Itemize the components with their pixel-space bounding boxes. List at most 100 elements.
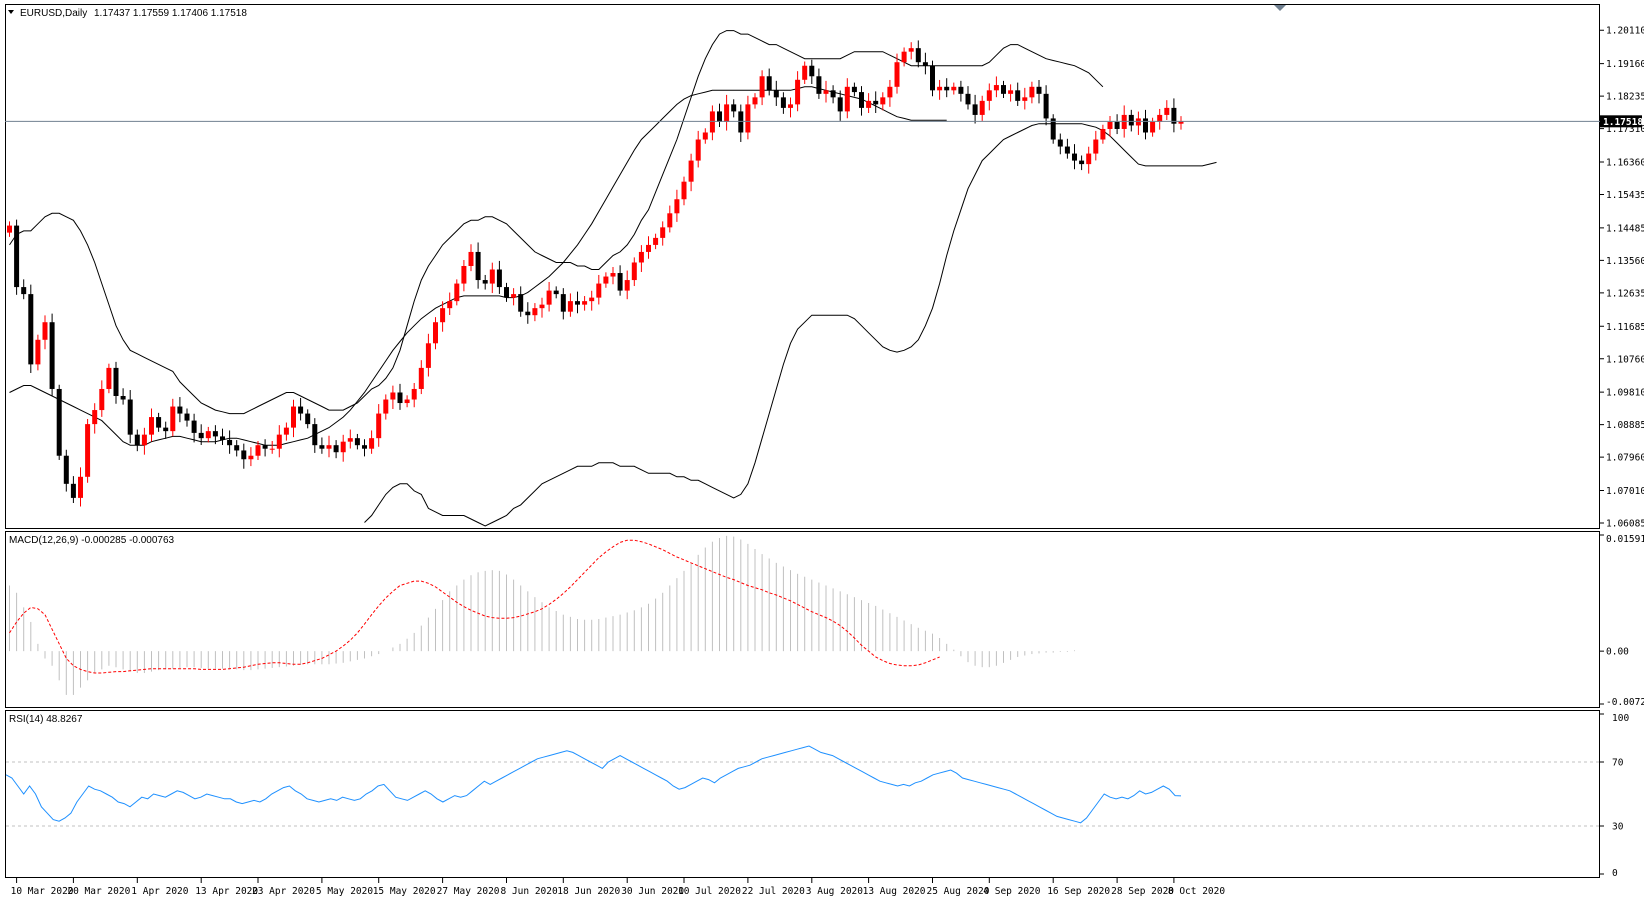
candle-bull	[511, 294, 517, 298]
candle-bull	[937, 86, 943, 91]
price-tick-label: 1.18235	[1606, 92, 1644, 103]
candle-bull	[844, 86, 850, 112]
candle-bear	[184, 413, 190, 421]
candle-bear	[56, 388, 62, 456]
candle-bear	[220, 436, 225, 440]
price-tick-label: 1.07010	[1606, 486, 1644, 497]
candle-bear	[773, 90, 779, 98]
candle-bull	[170, 406, 176, 432]
candle-bull	[42, 322, 48, 340]
candle-bear	[198, 432, 204, 439]
candle-bull	[461, 266, 467, 284]
candle-bull	[546, 290, 552, 305]
candle-bull	[986, 90, 992, 101]
rsi-tick-label: 0	[1612, 868, 1618, 879]
candle-bull	[99, 388, 105, 411]
candle-bear	[397, 392, 403, 404]
candle-bull	[646, 244, 651, 252]
candle-bear	[475, 251, 481, 281]
candle-bear	[972, 104, 978, 115]
candle-bear	[63, 455, 69, 484]
candle-bear	[1036, 86, 1042, 94]
candle-bear	[830, 90, 836, 98]
candle-bull	[702, 132, 708, 140]
candle-bull	[887, 86, 893, 98]
rsi-tick-label: 100	[1612, 713, 1629, 724]
chart-symbol: EURUSD,Daily	[20, 8, 87, 19]
candle-bear	[944, 86, 950, 91]
candle-bear	[1043, 93, 1049, 119]
candle-bear	[1079, 160, 1085, 165]
candle-bear	[163, 427, 169, 432]
price-tick-label: 1.07960	[1606, 453, 1644, 464]
price-tick-label: 1.06085	[1606, 519, 1644, 530]
macd-signal-line	[9, 539, 940, 674]
candle-bear	[518, 294, 524, 312]
price-tick-label: 1.12635	[1606, 288, 1644, 299]
candle-bull	[667, 213, 673, 228]
candle-bull	[1107, 121, 1113, 129]
candle-bull	[1008, 90, 1014, 94]
candle-bull	[390, 392, 396, 400]
candle-bear	[575, 301, 580, 305]
candle-bull	[248, 455, 254, 460]
candle-bull	[1164, 107, 1170, 115]
rsi-plot	[5, 745, 1182, 824]
candle-bull	[653, 237, 659, 245]
macd-tick-label: 0.00	[1606, 647, 1629, 658]
price-tick-label: 1.10760	[1606, 354, 1644, 365]
candle-bull	[383, 399, 389, 414]
time-tick-label: 13 Aug 2020	[863, 886, 926, 897]
candle-bull	[688, 160, 694, 182]
candle-bull	[418, 367, 424, 389]
price-tick-label: 1.15435	[1606, 190, 1644, 201]
current-price-label: 1.17518	[1603, 117, 1643, 128]
macd-plot	[9, 535, 1075, 695]
candle-bull	[596, 283, 602, 298]
candles	[7, 40, 1184, 507]
candle-bull	[92, 410, 98, 425]
rsi-axis: 100 70 30 0	[6, 713, 1629, 879]
candle-bull	[447, 301, 453, 309]
rsi-tick-label: 70	[1612, 758, 1624, 769]
current-price-tag	[1600, 115, 1642, 128]
candle-bull	[709, 111, 715, 133]
candle-bull	[1121, 114, 1127, 129]
price-tick-label: 1.14485	[1606, 223, 1644, 234]
candle-bull	[660, 227, 666, 238]
candle-bear	[1050, 118, 1056, 140]
time-tick-label: 15 May 2020	[373, 886, 436, 897]
price-pane-frame	[5, 4, 1600, 529]
candle-bull	[1178, 121, 1184, 124]
rsi-title: RSI(14) 48.8267	[9, 714, 83, 725]
candle-bull	[674, 199, 680, 214]
candle-bear	[1001, 85, 1006, 94]
candle-bull	[1135, 118, 1141, 126]
candle-bear	[305, 413, 311, 425]
time-tick-label: 13 Apr 2020	[195, 886, 258, 897]
price-tick-label: 1.17310	[1606, 124, 1644, 135]
candle-bull	[369, 438, 375, 449]
chart-ohlc: 1.17437 1.17559 1.17406 1.17518	[94, 8, 247, 19]
candle-bear	[859, 92, 864, 108]
chart-shift-marker[interactable]	[1274, 5, 1286, 11]
price-tick-label: 1.08885	[1606, 420, 1644, 431]
candle-bear	[362, 445, 367, 449]
candle-bull	[624, 280, 630, 291]
candle-bear	[1114, 121, 1120, 129]
price-tick-label: 1.13560	[1606, 256, 1644, 267]
candle-bull	[269, 448, 275, 450]
menu-triangle-icon[interactable]	[8, 10, 14, 14]
candle-bull	[795, 79, 801, 105]
candle-bull	[901, 51, 907, 63]
candle-bull	[340, 441, 346, 453]
rsi-tick-label: 30	[1612, 822, 1624, 833]
candle-bear	[120, 396, 126, 400]
candle-bear	[915, 48, 921, 63]
candle-bull	[532, 308, 538, 316]
time-tick-label: 22 Jul 2020	[742, 886, 805, 897]
candle-bear	[809, 65, 815, 77]
candle-bear	[851, 86, 857, 93]
